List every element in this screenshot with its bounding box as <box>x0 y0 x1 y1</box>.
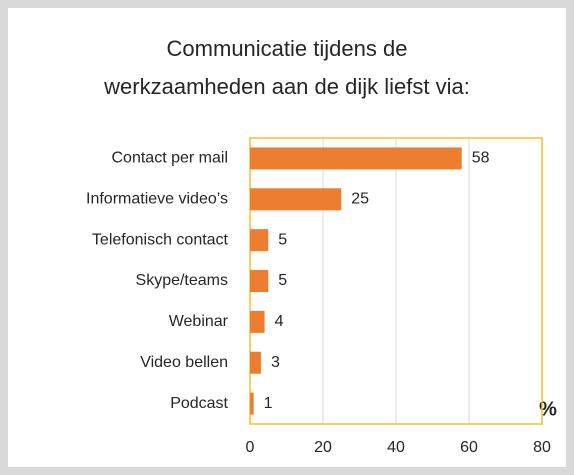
bar <box>250 310 265 333</box>
y-tick-label: Video bellen <box>140 354 228 371</box>
bar <box>250 147 462 170</box>
data-label: 4 <box>275 313 284 330</box>
bar <box>250 392 254 415</box>
chart-title: Communicatie tijdens de <box>167 36 408 61</box>
data-label: 25 <box>351 191 369 208</box>
data-label: 58 <box>472 150 490 167</box>
data-label: 1 <box>264 395 273 412</box>
data-label: 5 <box>278 231 287 248</box>
y-tick-label: Podcast <box>170 395 228 412</box>
y-tick-label: Webinar <box>169 313 229 330</box>
axis-label: % <box>539 398 557 420</box>
y-tick-label: Contact per mail <box>112 150 229 167</box>
x-tick-label: 0 <box>246 439 255 456</box>
bar <box>250 229 269 252</box>
x-tick-label: 40 <box>387 439 405 456</box>
bar <box>250 270 269 292</box>
y-tick-label: Skype/teams <box>136 272 228 289</box>
bar <box>250 188 342 211</box>
x-tick-label: 80 <box>533 439 551 456</box>
bar <box>250 351 261 374</box>
y-tick-label: Informatieve video’s <box>86 191 228 208</box>
y-tick-label: Telefonisch contact <box>92 231 229 248</box>
data-label: 5 <box>278 272 287 289</box>
x-tick-label: 60 <box>460 439 478 456</box>
chart-title: werkzaamheden aan de dijk liefst via: <box>103 74 470 99</box>
x-tick-label: 20 <box>314 439 332 456</box>
data-label: 3 <box>271 354 280 371</box>
